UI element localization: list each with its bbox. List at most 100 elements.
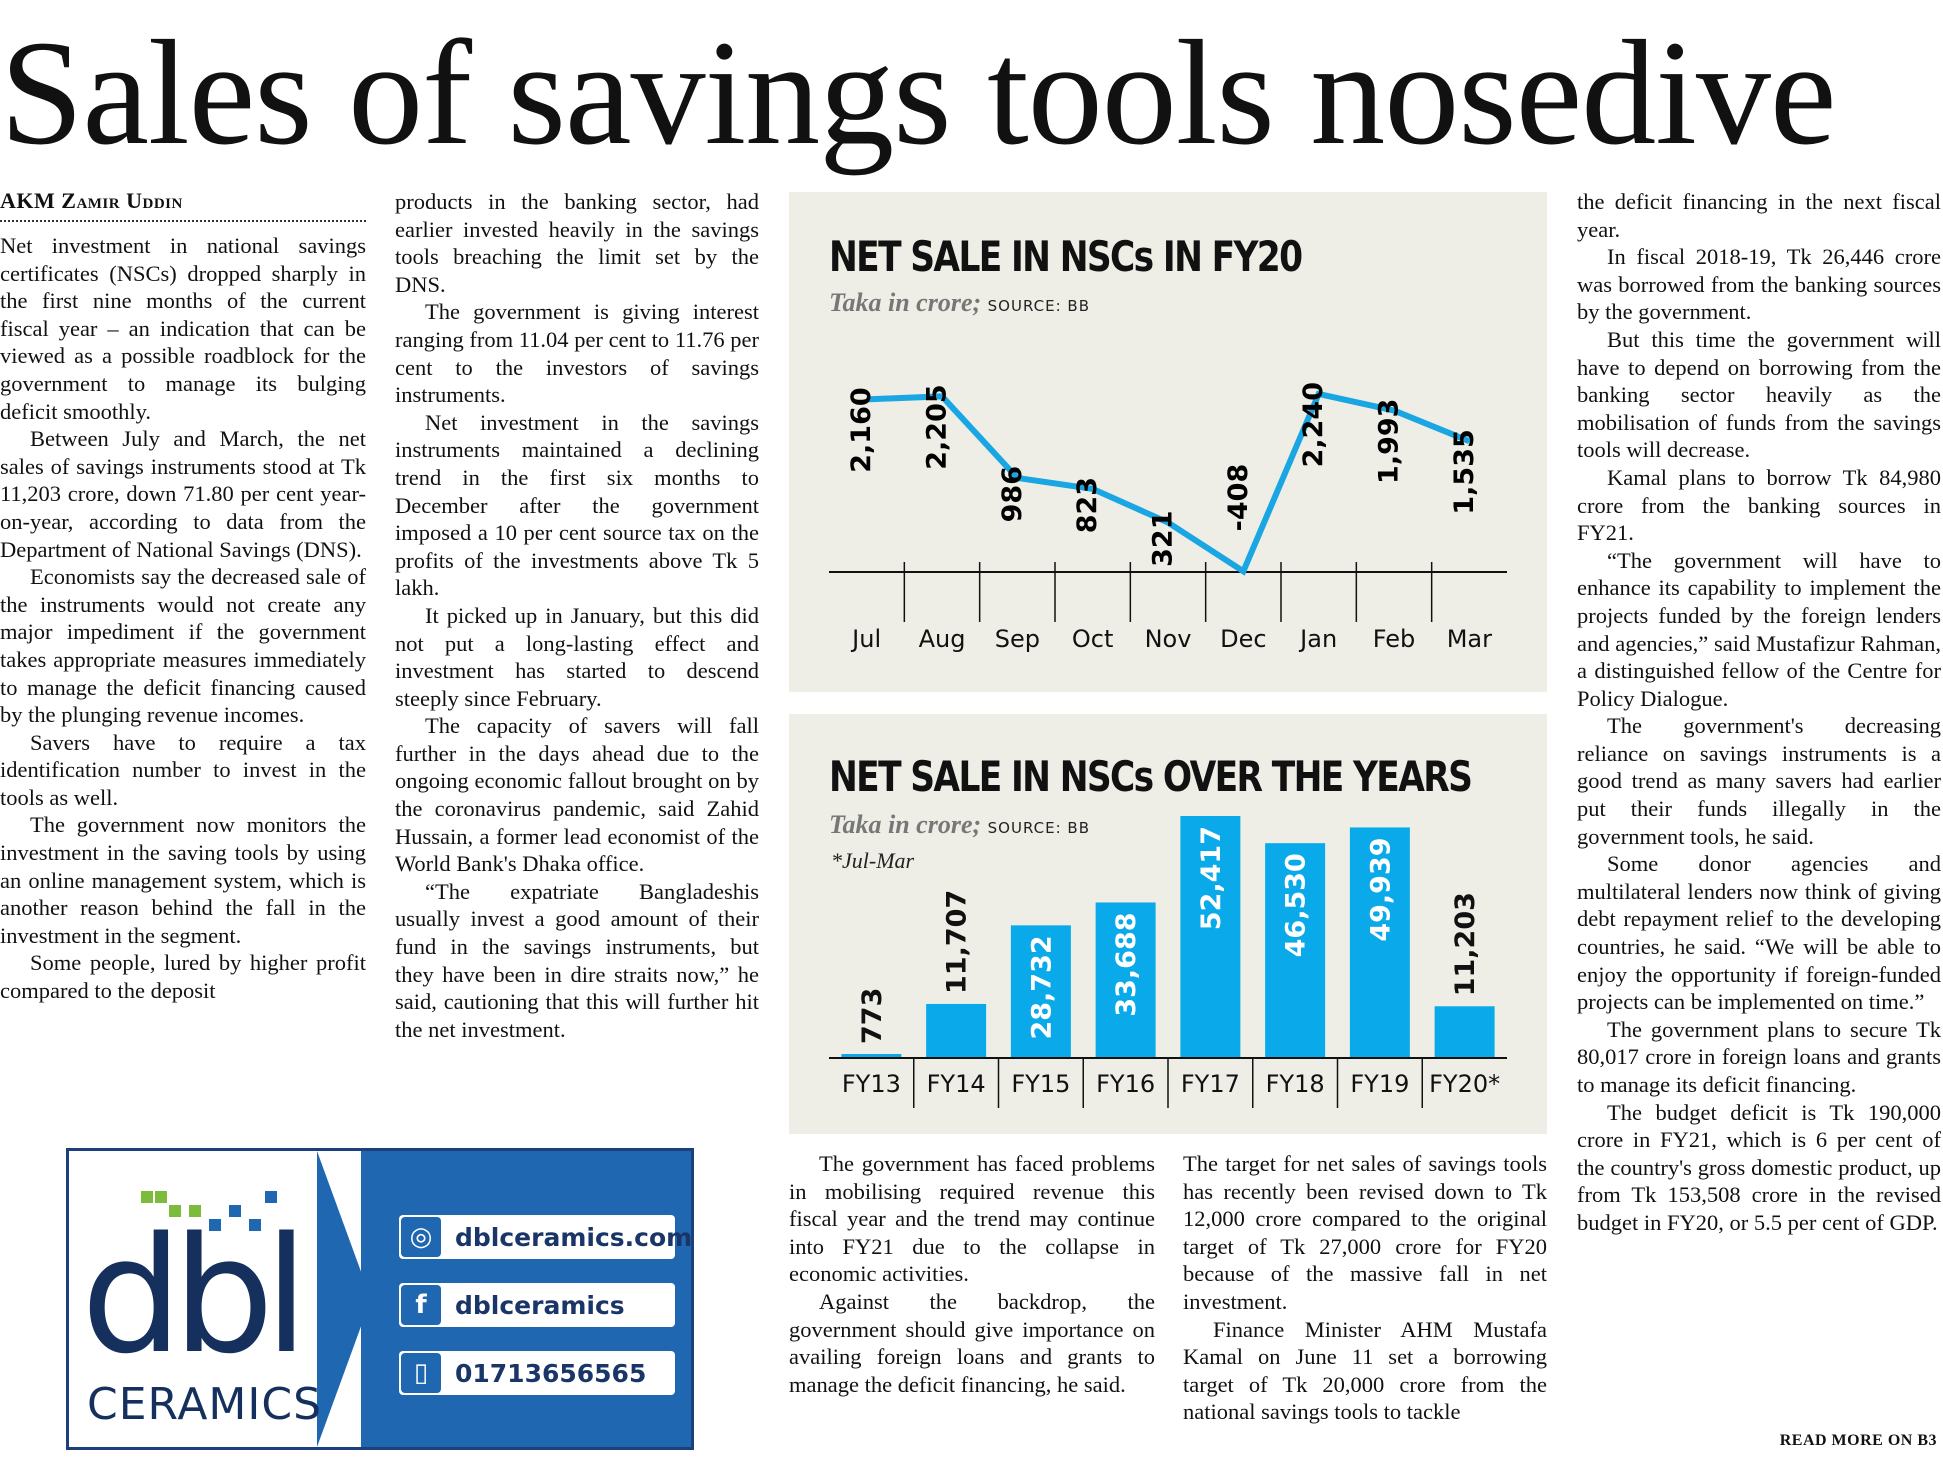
logo-dot: [249, 1219, 261, 1231]
paragraph: The budget deficit is Tk 190,000 crore i…: [1577, 1099, 1941, 1235]
facebook-text: dblceramics: [455, 1291, 625, 1320]
bar: [841, 1054, 902, 1058]
article-column-2: products in the banking sector, had earl…: [395, 188, 759, 1043]
phone-pill[interactable]: ▯ 01713656565: [399, 1351, 675, 1395]
data-label: 46,530: [1281, 853, 1312, 957]
x-tick-label: Mar: [1447, 625, 1492, 653]
data-point: [1167, 521, 1169, 524]
paragraph: But this time the government will have t…: [1577, 326, 1941, 463]
x-tick-label: FY14: [927, 1070, 986, 1098]
bar-chart-unit: Taka in crore;: [829, 810, 982, 839]
bar: [1095, 902, 1156, 1058]
paragraph: It picked up in January, but this did no…: [395, 602, 759, 711]
data-point: [1317, 393, 1320, 395]
logo-dot: [265, 1191, 277, 1203]
paragraph: Some people, lured by higher profit comp…: [0, 950, 366, 1004]
dbl-ceramics-ad[interactable]: dbl CERAMICS ◎ dblceramics.com f dblcera…: [66, 1148, 694, 1450]
line-chart-title: NET SALE IN NSCs IN FY20: [829, 232, 1303, 281]
data-label: 2,240: [1298, 382, 1329, 467]
article-column-5: the deficit financing in the next fiscal…: [1577, 188, 1941, 1237]
bar: [1349, 827, 1410, 1058]
data-point: [1016, 476, 1019, 479]
paragraph: “The expatriate Bangladeshis usually inv…: [395, 878, 759, 1042]
paragraph: The capacity of savers will fall further…: [395, 713, 759, 877]
paragraph: The government now monitors the investme…: [0, 812, 366, 948]
line-chart-subtitle: Taka in crore; SOURCE: BB: [829, 288, 1090, 318]
website-pill[interactable]: ◎ dblceramics.com: [399, 1215, 691, 1259]
paragraph: The target for net sales of savings tool…: [1183, 1151, 1547, 1314]
x-tick-label: FY18: [1266, 1070, 1325, 1098]
data-label: -408: [1223, 464, 1254, 532]
paragraph: The government plans to secure Tk 80,017…: [1577, 1016, 1941, 1097]
paragraph: Net investment in the savings instrument…: [395, 409, 759, 601]
bar-chart: 773 FY13 11,707 FY14 28,732 FY15 33,688 FY16 52,…: [829, 816, 1507, 1108]
data-label: 11,203: [1450, 892, 1481, 996]
paragraph: Kamal plans to borrow Tk 84,980 crore fr…: [1577, 464, 1941, 546]
facebook-icon: f: [401, 1285, 441, 1325]
article-column-1: Net investment in national savings certi…: [0, 232, 366, 1005]
x-tick-label: Sep: [995, 625, 1040, 653]
logo-dot: [169, 1205, 181, 1217]
logo-dot: [229, 1205, 241, 1217]
paragraph: Against the backdrop, the government sho…: [789, 1288, 1155, 1397]
x-tick-label: Aug: [919, 625, 966, 653]
line-chart-unit: Taka in crore;: [829, 288, 982, 317]
data-label: 33,688: [1111, 912, 1142, 1016]
paragraph: The government is giving interest rangin…: [395, 299, 759, 408]
x-tick-label: FY15: [1011, 1070, 1070, 1098]
x-tick-label: Nov: [1145, 625, 1192, 653]
data-point: [1468, 440, 1471, 443]
paragraph: The government has faced problems in mob…: [789, 1151, 1155, 1287]
data-label: 823: [1072, 477, 1103, 533]
paragraph: the deficit financing in the next fiscal…: [1577, 189, 1941, 242]
paragraph: Some donor agencies and multilateral len…: [1577, 851, 1941, 1015]
data-label: 773: [857, 988, 888, 1044]
data-label: 986: [997, 466, 1028, 522]
logo-dot: [209, 1219, 221, 1231]
data-label: 11,707: [942, 890, 973, 994]
bar-chart-title: NET SALE IN NSCs OVER THE YEARS: [829, 752, 1473, 801]
bar-chart-source: SOURCE: BB: [987, 819, 1090, 837]
data-label: 52,417: [1196, 826, 1227, 930]
data-label: 49,939: [1365, 837, 1396, 941]
x-tick-label: FY20*: [1429, 1070, 1500, 1098]
ceramics-wordmark: CERAMICS: [87, 1379, 323, 1430]
data-point: [865, 398, 868, 401]
paragraph: Net investment in national savings certi…: [0, 233, 366, 424]
bar: [926, 1003, 987, 1058]
phone-text: 01713656565: [455, 1359, 647, 1388]
ad-arrow: [317, 1151, 371, 1447]
byline: AKM Zamir Uddin: [0, 188, 366, 222]
x-tick-label: Dec: [1220, 625, 1266, 653]
data-label: 2,205: [922, 384, 953, 469]
x-tick-label: Jan: [1298, 625, 1337, 653]
paragraph: Economists say the decreased sale of the…: [0, 564, 366, 728]
bar: [1265, 843, 1326, 1058]
read-more-note: READ MORE ON B3: [1779, 1432, 1937, 1449]
data-label: 1,993: [1374, 399, 1405, 484]
data-point: [1393, 409, 1395, 412]
data-label: 1,535: [1449, 429, 1480, 514]
x-tick-label: Jul: [850, 625, 881, 653]
dbl-logo: dbl: [81, 1202, 309, 1389]
phone-icon: ▯: [401, 1353, 441, 1393]
bar-chart-note: *Jul-Mar: [831, 848, 915, 873]
data-label: 321: [1148, 511, 1179, 567]
data-label: 28,732: [1026, 935, 1057, 1039]
line-chart-panel: NET SALE IN NSCs IN FY20 Taka in crore; …: [789, 192, 1547, 692]
bar: [1180, 816, 1241, 1058]
paragraph: products in the banking sector, had earl…: [395, 189, 759, 297]
logo-dot: [189, 1205, 201, 1217]
x-tick-label: FY13: [842, 1070, 901, 1098]
article-column-4: The target for net sales of savings tool…: [1183, 1150, 1547, 1426]
facebook-pill[interactable]: f dblceramics: [399, 1283, 675, 1327]
line-chart-source: SOURCE: BB: [987, 297, 1090, 315]
bar: [1010, 925, 1071, 1058]
paragraph: “The government will have to enhance its…: [1577, 547, 1941, 711]
data-point: [1242, 570, 1245, 573]
line-chart: 2,160 Jul 2,205 Aug 986 Sep 823 Oct 321 Nov -408 De…: [829, 382, 1507, 653]
paragraph: Savers have to require a tax identificat…: [0, 729, 366, 810]
headline: Sales of savings tools nosedive: [0, 10, 1837, 176]
bar: [1434, 1006, 1495, 1058]
website-text: dblceramics.com: [455, 1223, 693, 1252]
